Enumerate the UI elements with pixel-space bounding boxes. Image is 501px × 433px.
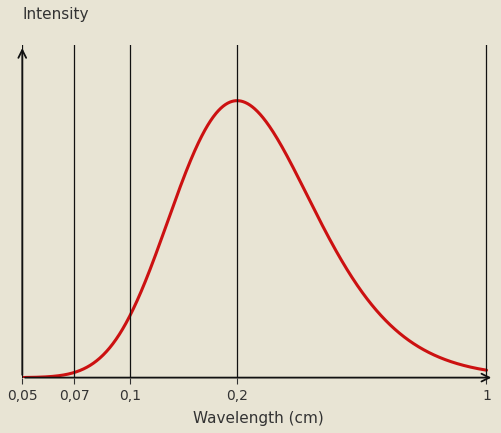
X-axis label: Wavelength (cm): Wavelength (cm) [193,411,324,426]
Text: Intensity: Intensity [22,7,89,22]
